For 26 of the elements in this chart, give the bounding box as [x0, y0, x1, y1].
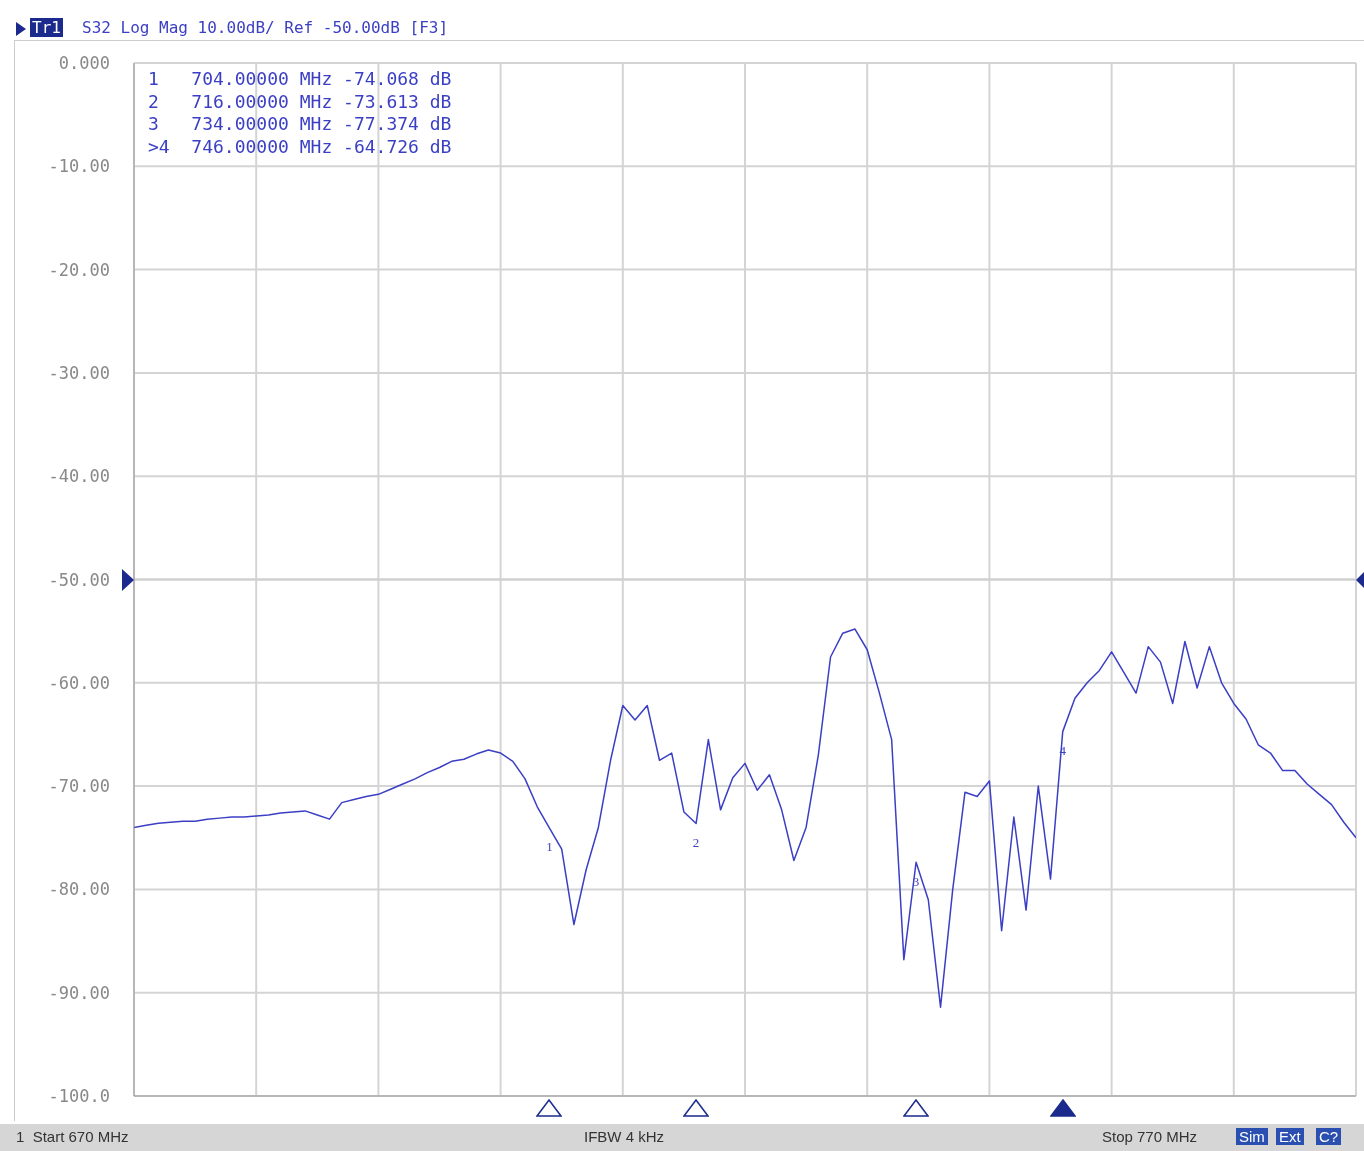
text: Stop 770 MHz [1102, 1128, 1198, 1145]
y-tick-label: -90.00 [48, 982, 110, 1003]
annotation: 2 716.00000 MHz -73.613 dB [148, 90, 452, 112]
text: C? [1316, 1128, 1342, 1145]
text: Tr1 [30, 18, 63, 37]
y-tick-label: -40.00 [48, 466, 110, 487]
text: IFBW 4 kHz [584, 1128, 665, 1145]
y-tick-label: 0.000 [58, 53, 110, 74]
annotation: 1 [546, 839, 553, 855]
text: S32 Log Mag 10.00dB/ Ref -50.00dB [F3] [82, 18, 449, 37]
y-tick-label: -10.00 [48, 156, 110, 177]
annotation: 2 [692, 834, 700, 850]
y-tick-label: -30.00 [48, 362, 110, 383]
y-tick-label: -80.00 [48, 879, 110, 900]
text: 1 Start 670 MHz [16, 1128, 129, 1145]
y-tick-label: -100.0 [48, 1086, 110, 1107]
text: Sim [1236, 1128, 1268, 1145]
text: Ext [1276, 1128, 1304, 1145]
annotation: >4 746.00000 MHz -64.726 dB [148, 135, 452, 157]
annotation: 1 704.00000 MHz -74.068 dB [148, 68, 452, 89]
y-tick-label: -50.00 [48, 569, 110, 590]
y-tick-label: -60.00 [48, 672, 110, 693]
y-tick-label: -70.00 [48, 776, 110, 797]
annotation: 3 734.00000 MHz -77.374 dB [148, 113, 452, 134]
line-series [134, 628, 1356, 1008]
y-tick-label: -20.00 [48, 259, 110, 280]
